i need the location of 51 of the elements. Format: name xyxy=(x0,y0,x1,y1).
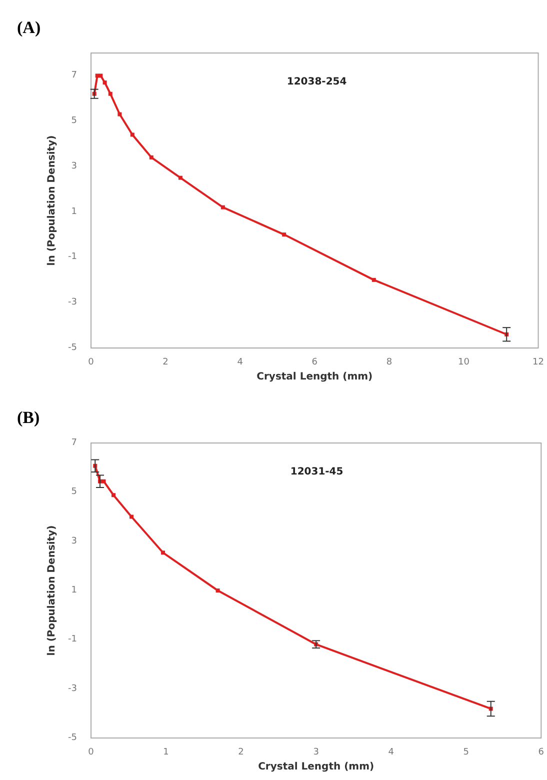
x-tick-label: 6 xyxy=(312,358,318,368)
point xyxy=(118,112,122,116)
x-tick-label: 8 xyxy=(386,358,392,368)
point xyxy=(130,132,134,137)
y-tick-label: -3 xyxy=(68,298,77,308)
point xyxy=(282,232,286,237)
y-tick-label: -5 xyxy=(68,343,77,353)
y-tick-label: 7 xyxy=(71,438,77,448)
point xyxy=(216,588,220,592)
x-tick-label: 1 xyxy=(163,748,169,758)
chart-title: (A) xyxy=(17,18,41,37)
y-axis-title: ln (Population Density) xyxy=(46,135,58,266)
y-tick-label: -5 xyxy=(68,733,77,743)
x-tick-label: 5 xyxy=(463,748,469,758)
x-tick-label: 4 xyxy=(237,358,244,368)
annotation: 12038-254 xyxy=(286,76,347,88)
x-tick-label: 0 xyxy=(88,358,94,368)
point xyxy=(220,205,225,210)
point xyxy=(108,92,112,96)
point xyxy=(102,479,106,484)
y-tick-label: -1 xyxy=(68,634,77,645)
annotation: 12031-45 xyxy=(290,466,344,478)
point xyxy=(149,155,154,160)
x-axis-title: Crystal Length (mm) xyxy=(258,761,374,772)
chart-title: (B) xyxy=(17,408,40,427)
y-tick-label: -3 xyxy=(68,684,77,694)
point xyxy=(130,514,134,519)
y-tick-label: 5 xyxy=(71,116,77,126)
x-tick-label: 12 xyxy=(532,358,544,368)
x-tick-label: 4 xyxy=(388,748,394,758)
point xyxy=(98,74,103,78)
x-tick-label: 0 xyxy=(88,748,94,758)
point xyxy=(161,550,166,555)
y-tick-label: 1 xyxy=(71,206,77,217)
y-tick-label: -1 xyxy=(68,252,77,262)
point xyxy=(112,493,116,498)
point xyxy=(178,176,182,180)
x-tick-label: 2 xyxy=(238,748,244,758)
y-tick-label: 5 xyxy=(71,487,77,498)
point xyxy=(372,278,376,282)
y-axis-title: ln (Population Density) xyxy=(46,525,58,656)
x-tick-label: 2 xyxy=(162,358,168,368)
x-tick-label: 6 xyxy=(538,748,544,758)
x-tick-label: 3 xyxy=(313,748,319,758)
y-tick-label: 3 xyxy=(71,161,77,172)
x-tick-label: 10 xyxy=(458,358,470,368)
y-tick-label: 7 xyxy=(71,70,77,81)
point xyxy=(102,80,107,84)
y-tick-label: 3 xyxy=(71,536,77,546)
y-tick-label: 1 xyxy=(71,586,77,596)
x-axis-title: Crystal Length (mm) xyxy=(256,371,373,382)
